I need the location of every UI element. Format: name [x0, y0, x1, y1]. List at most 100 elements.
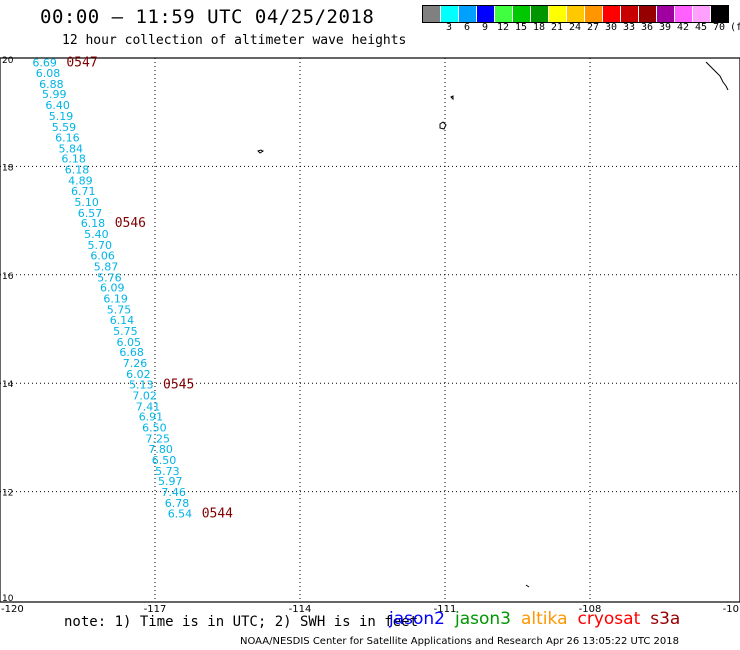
swh-value: 6.18	[81, 217, 106, 230]
legend-swatch	[692, 6, 710, 22]
swh-value: 6.02	[126, 368, 151, 381]
credit-line: NOAA/NESDIS Center for Satellite Applica…	[240, 636, 679, 647]
legend-swatch	[620, 6, 638, 22]
satellite-name: jason3	[455, 609, 511, 629]
swh-value: 7.25	[145, 432, 170, 445]
swh-value: 6.57	[78, 207, 103, 220]
coastline	[257, 61, 729, 588]
pass-time-label: 0545	[163, 378, 194, 393]
legend-swatch	[656, 6, 674, 22]
graticule	[0, 58, 740, 600]
swh-value: 6.05	[116, 336, 141, 349]
lat-tick-label: 18	[2, 163, 14, 173]
pass-time-label: 0544	[202, 507, 233, 522]
legend-tick-label: 30	[604, 22, 618, 33]
map-frame	[0, 57, 740, 603]
legend-tick-label: 39	[658, 22, 672, 33]
legend-swatch	[584, 6, 602, 22]
swh-value: 6.71	[71, 185, 96, 198]
legend-tick-label: 9	[481, 22, 489, 33]
legend-tick-label: 12	[496, 22, 510, 33]
swh-value: 6.16	[55, 132, 79, 145]
swh-value: 6.40	[45, 99, 70, 112]
swh-value: 7.80	[148, 443, 173, 456]
legend-swatch	[458, 6, 476, 22]
swh-value: 5.19	[49, 110, 74, 123]
swh-value: 5.87	[94, 261, 119, 274]
swh-value: 6.06	[90, 250, 115, 263]
legend-swatch	[710, 6, 728, 22]
map-subtitle: 12 hour collection of altimeter wave hei…	[62, 33, 407, 48]
swh-value: 5.76	[97, 271, 122, 284]
swh-value: 5.40	[84, 228, 109, 241]
swh-value: 6.50	[142, 422, 167, 435]
legend-swatch	[423, 6, 440, 22]
swh-value: 5.97	[158, 475, 183, 488]
legend-swatch	[476, 6, 494, 22]
legend-tick-label: 3	[445, 22, 453, 33]
satellite-name: cryosat	[577, 609, 641, 629]
legend-swatch	[440, 6, 458, 22]
legend-tick-label: 21	[550, 22, 564, 33]
island-san-benedicto	[450, 95, 454, 101]
legend-tick-label: 36	[640, 22, 654, 33]
swh-value: 6.69	[32, 56, 57, 69]
lat-tick-label: 14	[2, 380, 14, 390]
lat-tick-label: 20	[2, 56, 14, 66]
swh-value: 6.19	[103, 293, 128, 306]
pass-time-label: 0547	[66, 55, 97, 70]
swh-value: 5.73	[155, 465, 180, 478]
lon-tick-label: -108	[579, 604, 602, 615]
satellite-name: s3a	[650, 609, 681, 629]
swh-value: 7.41	[136, 400, 161, 413]
swh-value: 7.02	[132, 390, 157, 403]
legend-tick-label: 70	[712, 22, 726, 33]
lon-tick-label: -114	[289, 604, 312, 615]
island-socorro	[439, 121, 447, 130]
swh-value: 5.84	[58, 142, 83, 155]
island-south	[525, 584, 530, 588]
swh-value: 5.59	[52, 121, 76, 134]
lon-tick-label: -10	[723, 604, 739, 615]
lon-tick-label: -111	[434, 604, 457, 615]
swh-value: 5.13	[129, 379, 154, 392]
swh-value: 5.75	[107, 303, 132, 316]
legend-swatch	[602, 6, 620, 22]
legend-swatch	[530, 6, 548, 22]
legend-tick-label: 33	[622, 22, 636, 33]
legend-swatch	[566, 6, 584, 22]
legend-swatch	[548, 6, 566, 22]
legend-tick-label: 42	[676, 22, 690, 33]
legend-tick-label: 45	[694, 22, 708, 33]
legend-tick-label: 15	[514, 22, 528, 33]
legend-tick-label: 24	[568, 22, 582, 33]
legend-swatch	[674, 6, 692, 22]
swh-value: 5.70	[87, 239, 112, 252]
swh-value: 6.68	[119, 346, 144, 359]
swh-value: 6.18	[61, 153, 86, 166]
swh-value: 4.89	[68, 174, 93, 187]
satellite-legend: jason2 jason3 altika cryosat s3a	[389, 609, 690, 629]
swh-value: 6.08	[36, 67, 61, 80]
footer-note: note: 1) Time is in UTC; 2) SWH is in fe…	[64, 614, 419, 630]
legend-unit: (ft)	[729, 22, 740, 33]
island-clarion	[257, 149, 264, 154]
swh-value: 5.75	[113, 325, 138, 338]
legend-tick-label: 18	[532, 22, 546, 33]
satellite-name: altika	[521, 609, 568, 629]
axis-labels: -120 -117 -114 -111 -108 -10 20 18 16 14 12 10	[1, 56, 739, 615]
swh-value: 6.78	[165, 497, 190, 510]
time-labels: 0547 0546 0545 0544	[66, 55, 233, 521]
swh-value: 7.26	[123, 357, 148, 370]
legend-swatch	[512, 6, 530, 22]
lon-tick-label: -120	[1, 604, 24, 615]
swh-value: 6.14	[110, 314, 135, 327]
swh-value: 6.54	[168, 508, 193, 521]
mainland-coast	[705, 61, 729, 91]
legend-tick-label: 27	[586, 22, 600, 33]
lat-tick-label: 10	[2, 594, 14, 604]
swh-value: 5.99	[42, 88, 67, 101]
lat-tick-label: 16	[2, 272, 14, 282]
